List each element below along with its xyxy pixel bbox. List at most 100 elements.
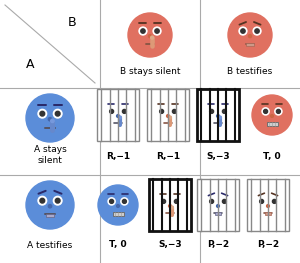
Bar <box>97 89 139 141</box>
Circle shape <box>122 109 126 113</box>
Bar <box>246 43 254 47</box>
Bar <box>149 179 191 231</box>
Bar <box>112 212 124 216</box>
Circle shape <box>173 198 180 205</box>
Circle shape <box>117 205 119 208</box>
Circle shape <box>153 27 161 35</box>
Circle shape <box>169 116 171 119</box>
Circle shape <box>239 27 247 35</box>
Circle shape <box>118 116 122 119</box>
Circle shape <box>40 111 45 116</box>
Bar <box>215 213 221 215</box>
Text: B stays silent: B stays silent <box>120 68 180 77</box>
Text: A stays
silent: A stays silent <box>34 145 66 165</box>
Circle shape <box>151 36 154 39</box>
Text: T, 0: T, 0 <box>263 151 281 160</box>
Circle shape <box>150 185 190 225</box>
Circle shape <box>276 109 280 113</box>
Circle shape <box>108 198 115 205</box>
Text: A: A <box>26 58 34 72</box>
Text: B testifies: B testifies <box>227 68 273 77</box>
Circle shape <box>221 198 228 205</box>
Circle shape <box>267 205 269 208</box>
Circle shape <box>167 115 170 117</box>
Circle shape <box>26 94 74 142</box>
Circle shape <box>208 108 215 115</box>
Circle shape <box>110 199 114 203</box>
Circle shape <box>55 111 60 116</box>
Circle shape <box>219 116 221 119</box>
Circle shape <box>40 198 45 203</box>
Circle shape <box>38 196 46 205</box>
Circle shape <box>121 108 128 115</box>
Circle shape <box>198 95 238 135</box>
Circle shape <box>48 205 52 208</box>
Circle shape <box>53 109 62 118</box>
Text: S,−3: S,−3 <box>206 151 230 160</box>
Circle shape <box>55 198 60 203</box>
Bar <box>197 89 239 141</box>
Circle shape <box>117 115 119 117</box>
Circle shape <box>228 13 272 57</box>
Circle shape <box>171 206 173 209</box>
Text: P,−2: P,−2 <box>207 240 229 250</box>
Circle shape <box>198 185 238 225</box>
Circle shape <box>241 29 245 33</box>
Text: B: B <box>68 16 76 28</box>
Circle shape <box>222 109 227 113</box>
Circle shape <box>272 199 276 203</box>
Circle shape <box>155 29 159 33</box>
Circle shape <box>139 27 147 35</box>
Circle shape <box>98 185 138 225</box>
Circle shape <box>38 109 46 118</box>
Circle shape <box>172 109 176 113</box>
Text: T, 0: T, 0 <box>109 240 127 250</box>
Circle shape <box>108 108 115 115</box>
Text: A testifies: A testifies <box>27 240 73 250</box>
Circle shape <box>264 109 268 113</box>
Circle shape <box>217 205 219 208</box>
Bar <box>266 122 278 126</box>
Circle shape <box>141 29 145 33</box>
Circle shape <box>121 198 128 205</box>
Circle shape <box>210 199 214 203</box>
Circle shape <box>110 109 114 113</box>
Circle shape <box>271 198 278 205</box>
Circle shape <box>160 198 167 205</box>
Circle shape <box>51 119 54 123</box>
Circle shape <box>222 199 227 203</box>
Circle shape <box>148 95 188 135</box>
Circle shape <box>221 108 228 115</box>
Circle shape <box>217 115 219 117</box>
Circle shape <box>275 108 282 115</box>
Circle shape <box>252 95 292 135</box>
Circle shape <box>262 108 269 115</box>
Circle shape <box>248 185 288 225</box>
Text: R,−1: R,−1 <box>106 151 130 160</box>
Circle shape <box>169 205 171 208</box>
Text: P,−2: P,−2 <box>257 240 279 250</box>
Circle shape <box>271 115 273 117</box>
Circle shape <box>253 27 261 35</box>
Circle shape <box>248 34 251 38</box>
Circle shape <box>158 108 165 115</box>
Circle shape <box>122 199 126 203</box>
Circle shape <box>258 198 265 205</box>
Circle shape <box>260 199 264 203</box>
Circle shape <box>148 34 152 38</box>
Circle shape <box>162 199 166 203</box>
Circle shape <box>171 108 178 115</box>
Bar <box>265 213 271 215</box>
Circle shape <box>48 118 52 121</box>
Circle shape <box>255 29 259 33</box>
Circle shape <box>53 196 62 205</box>
Bar <box>147 89 189 141</box>
Bar <box>46 214 54 218</box>
Circle shape <box>174 199 178 203</box>
Bar <box>197 179 239 231</box>
Circle shape <box>98 95 138 135</box>
Text: S,−3: S,−3 <box>158 240 182 250</box>
Circle shape <box>208 198 215 205</box>
Circle shape <box>128 13 172 57</box>
Circle shape <box>210 109 214 113</box>
